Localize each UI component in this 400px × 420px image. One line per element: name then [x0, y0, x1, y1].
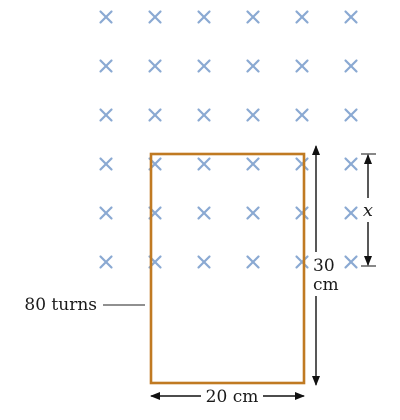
- field-x-mark: [246, 255, 260, 269]
- field-x-mark: [344, 206, 358, 220]
- field-x-mark: [99, 255, 113, 269]
- field-x-mark: [344, 10, 358, 24]
- field-x-mark: [246, 59, 260, 73]
- field-x-mark: [197, 10, 211, 24]
- field-x-mark: [246, 206, 260, 220]
- magnetic-field-into-page: [99, 10, 358, 269]
- rectangular-coil: [149, 152, 306, 385]
- field-x-mark: [197, 157, 211, 171]
- field-x-mark: [148, 59, 162, 73]
- field-x-mark: [197, 206, 211, 220]
- turns-label: 80 turns: [24, 295, 97, 315]
- field-x-mark: [295, 59, 309, 73]
- field-x-mark: [246, 157, 260, 171]
- field-x-mark: [344, 59, 358, 73]
- field-x-mark: [148, 10, 162, 24]
- field-x-mark: [344, 108, 358, 122]
- field-x-mark: [246, 108, 260, 122]
- field-x-mark: [197, 59, 211, 73]
- field-x-mark: [295, 10, 309, 24]
- x-dimension-label: x: [363, 200, 373, 221]
- field-x-mark: [344, 255, 358, 269]
- field-x-mark: [99, 59, 113, 73]
- x-label-backdrop: [360, 198, 376, 222]
- height-label-value: 30: [313, 256, 335, 276]
- field-x-mark: [295, 157, 309, 171]
- field-x-mark: [197, 255, 211, 269]
- field-x-mark: [295, 255, 309, 269]
- field-x-mark: [99, 108, 113, 122]
- field-x-mark: [99, 157, 113, 171]
- width-label-backdrop: [201, 386, 263, 406]
- field-x-mark: [99, 10, 113, 24]
- height-label-backdrop: [309, 252, 341, 296]
- field-x-mark: [99, 206, 113, 220]
- field-x-mark: [295, 206, 309, 220]
- field-x-mark: [295, 108, 309, 122]
- field-x-mark: [344, 157, 358, 171]
- field-x-mark: [148, 108, 162, 122]
- width-label: 20 cm: [206, 387, 259, 407]
- field-x-mark: [197, 108, 211, 122]
- field-x-mark: [246, 10, 260, 24]
- height-label-unit: cm: [313, 275, 339, 295]
